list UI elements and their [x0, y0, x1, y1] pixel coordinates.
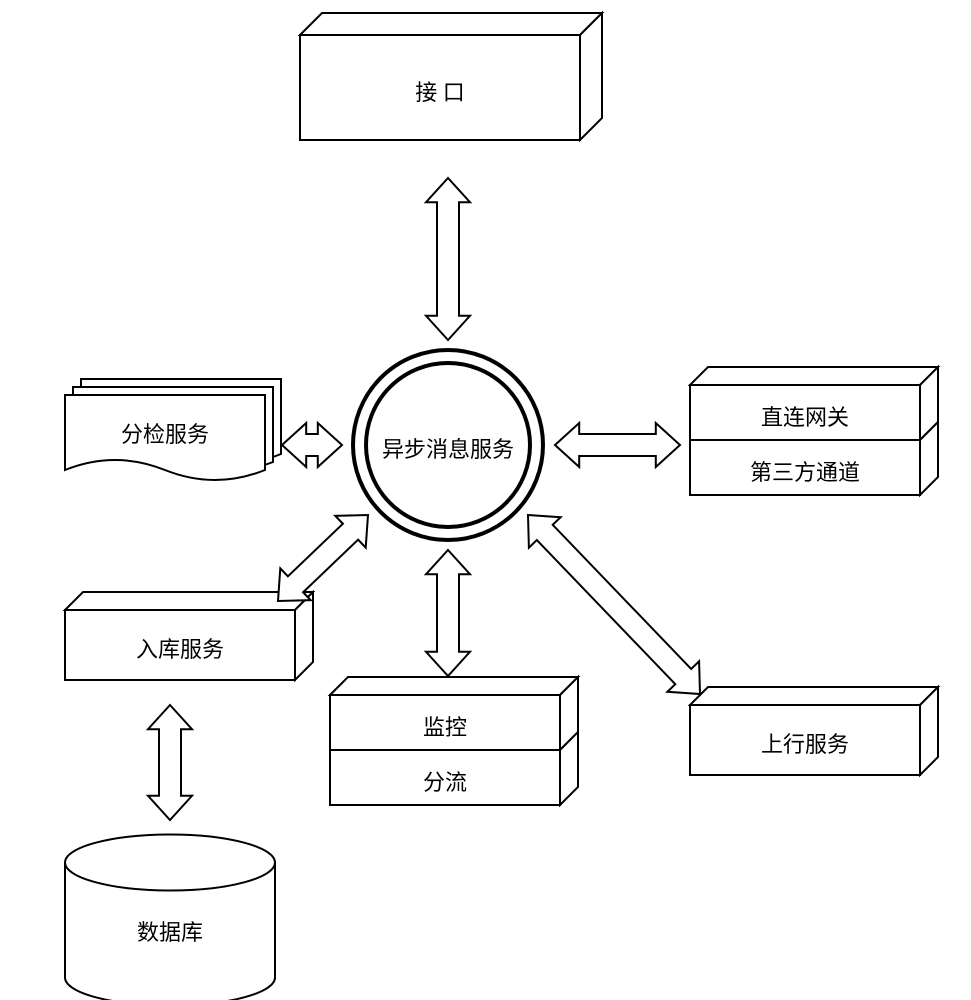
architecture-diagram: 异步消息服务接 口分检服务直连网关第三方通道入库服务监控分流上行服务数据库 [0, 0, 971, 1000]
box-storage_service [65, 592, 313, 680]
center-hub [353, 350, 543, 540]
diagram-svg [0, 0, 971, 1000]
box-uplink_service [690, 687, 938, 775]
arrow-storage-to-database [148, 705, 192, 820]
box-monitor_top [330, 677, 578, 750]
box-gateway_top [690, 367, 938, 440]
arrow-center-to-sorting [282, 423, 342, 467]
arrow-center-to-gateway [555, 423, 680, 467]
arrow-center-to-interface [426, 178, 470, 340]
cylinder-database [65, 835, 275, 1000]
arrow-center-to-monitor [426, 550, 470, 676]
box-interface [300, 13, 602, 140]
docstack-sorting_service [65, 379, 281, 480]
arrow-center-to-storage [263, 499, 383, 617]
